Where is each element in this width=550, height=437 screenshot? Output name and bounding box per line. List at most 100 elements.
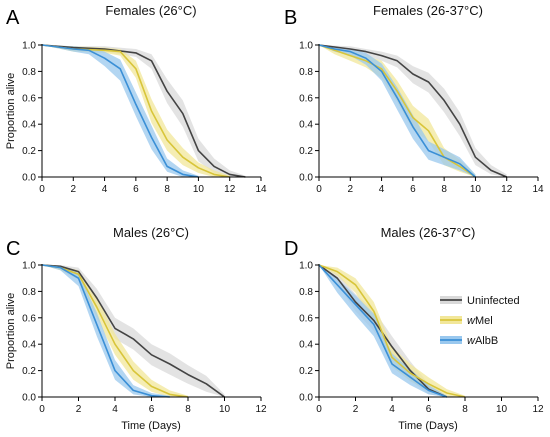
- legend-label-text: Mel: [475, 315, 493, 327]
- x-tick-label: 4: [102, 184, 108, 195]
- panel-title: Males (26°C): [113, 225, 189, 240]
- confidence-band-uninfected: [319, 45, 507, 177]
- x-tick-label: 12: [532, 404, 544, 415]
- x-tick-label: 4: [379, 184, 385, 195]
- y-tick-label: 0.4: [22, 120, 36, 131]
- x-tick-label: 2: [348, 184, 354, 195]
- plot-area: 0 2 4 6 8 10 12 0.0 0.2 0.4 0.6 0.8 1.0: [299, 261, 544, 416]
- x-tick-label: 0: [39, 184, 45, 195]
- x-tick-label: 2: [76, 404, 82, 415]
- confidence-band-uninfected: [42, 45, 246, 177]
- x-tick-label: 8: [441, 184, 447, 195]
- y-tick-label: 0.2: [22, 146, 36, 157]
- x-tick-label: 0: [39, 404, 45, 415]
- panel-letter: C: [6, 238, 20, 260]
- legend-label-walbb: wAlbB: [467, 335, 498, 347]
- series-line-wmel: [41, 44, 230, 178]
- confidence-band-walbb: [319, 265, 447, 397]
- confidence-band-wmel: [42, 45, 230, 177]
- series-line-walbb: [41, 44, 199, 178]
- x-tick-label: 10: [193, 184, 205, 195]
- x-tick-label: 0: [316, 184, 322, 195]
- y-tick-label: 1.0: [299, 41, 313, 52]
- confidence-band-uninfected: [42, 265, 225, 397]
- y-tick-label: 0.4: [22, 340, 36, 351]
- y-tick-label: 0.0: [299, 393, 313, 404]
- x-tick-label: 2: [71, 184, 77, 195]
- x-axis-title: Time (Days): [398, 420, 457, 432]
- legend-label-text: Uninfected: [467, 295, 520, 307]
- x-tick-label: 14: [532, 184, 544, 195]
- x-axis-title: Time (Days): [121, 420, 180, 432]
- series-line-wmel: [41, 264, 189, 398]
- x-tick-label: 10: [470, 184, 482, 195]
- y-tick-label: 0.6: [299, 93, 313, 104]
- series-line-walbb: [318, 264, 448, 398]
- y-tick-label: 0.8: [22, 287, 36, 298]
- confidence-band-walbb: [42, 45, 199, 177]
- series-line-walbb: [318, 44, 476, 178]
- panel-title: Males (26-37°C): [381, 225, 476, 240]
- x-tick-label: 14: [255, 184, 267, 195]
- x-tick-label: 12: [224, 184, 236, 195]
- legend-label-text: AlbB: [475, 335, 498, 347]
- panel-c: C Males (26°C) Proportion alive Time (Da…: [5, 225, 189, 432]
- plot-area: 0 2 4 6 8 10 12 14 0.0 0.2 0.4 0.6 0.8 1.0: [22, 41, 267, 196]
- y-tick-label: 1.0: [22, 41, 36, 52]
- legend-label-wmel: wMel: [467, 315, 493, 327]
- y-tick-label: 0.6: [22, 93, 36, 104]
- x-tick-label: 6: [149, 404, 155, 415]
- x-tick-label: 8: [185, 404, 191, 415]
- panel-letter: D: [284, 238, 298, 260]
- x-tick-label: 6: [426, 404, 432, 415]
- y-tick-label: 0.8: [299, 67, 313, 78]
- y-tick-label: 0.2: [299, 366, 313, 377]
- y-tick-label: 0.4: [299, 340, 313, 351]
- y-tick-label: 0.8: [22, 67, 36, 78]
- y-tick-label: 0.2: [299, 146, 313, 157]
- y-tick-label: 0.4: [299, 120, 313, 131]
- series-line-uninfected: [41, 44, 246, 178]
- series-line-walbb: [41, 264, 170, 398]
- series-line-uninfected: [41, 264, 225, 398]
- panel-b: B Females (26-37°C): [284, 3, 483, 29]
- plot-area: 0 2 4 6 8 10 12 0.0 0.2 0.4 0.6 0.8 1.0: [22, 261, 267, 416]
- x-tick-label: 8: [462, 404, 468, 415]
- legend-label-uninfected: Uninfected: [467, 295, 520, 307]
- x-tick-label: 10: [496, 404, 508, 415]
- y-tick-label: 0.0: [22, 173, 36, 184]
- legend-label-prefix: w: [467, 335, 476, 347]
- y-tick-label: 0.8: [299, 287, 313, 298]
- y-tick-label: 0.0: [299, 173, 313, 184]
- panel-a: A Females (26°C) Proportion alive: [5, 3, 197, 149]
- x-tick-label: 0: [316, 404, 322, 415]
- panel-letter: B: [284, 7, 297, 29]
- legend: Uninfected wMel wAlbB: [440, 295, 520, 347]
- panel-d: D Males (26-37°C) Time (Days): [284, 225, 475, 432]
- x-tick-label: 12: [255, 404, 267, 415]
- x-tick-label: 8: [164, 184, 170, 195]
- x-tick-label: 12: [501, 184, 513, 195]
- y-axis-title: Proportion alive: [5, 73, 17, 149]
- panel-title: Females (26-37°C): [373, 3, 483, 18]
- x-tick-label: 4: [112, 404, 118, 415]
- y-tick-label: 1.0: [22, 261, 36, 272]
- y-axis-title: Proportion alive: [5, 293, 17, 369]
- y-tick-label: 0.2: [22, 366, 36, 377]
- series-line-wmel: [318, 264, 466, 398]
- y-tick-label: 0.0: [22, 393, 36, 404]
- series-line-uninfected: [318, 44, 508, 178]
- x-tick-label: 6: [133, 184, 139, 195]
- plot-area: 0 2 4 6 8 10 12 14 0.0 0.2 0.4 0.6 0.8 1.0: [299, 41, 544, 196]
- x-tick-label: 6: [410, 184, 416, 195]
- y-tick-label: 0.6: [299, 313, 313, 324]
- y-tick-label: 0.6: [22, 313, 36, 324]
- y-tick-label: 1.0: [299, 261, 313, 272]
- legend-label-prefix: w: [467, 315, 476, 327]
- x-tick-label: 2: [353, 404, 359, 415]
- panel-letter: A: [6, 7, 20, 29]
- x-tick-label: 10: [219, 404, 231, 415]
- panel-title: Females (26°C): [105, 3, 196, 18]
- x-tick-label: 4: [389, 404, 395, 415]
